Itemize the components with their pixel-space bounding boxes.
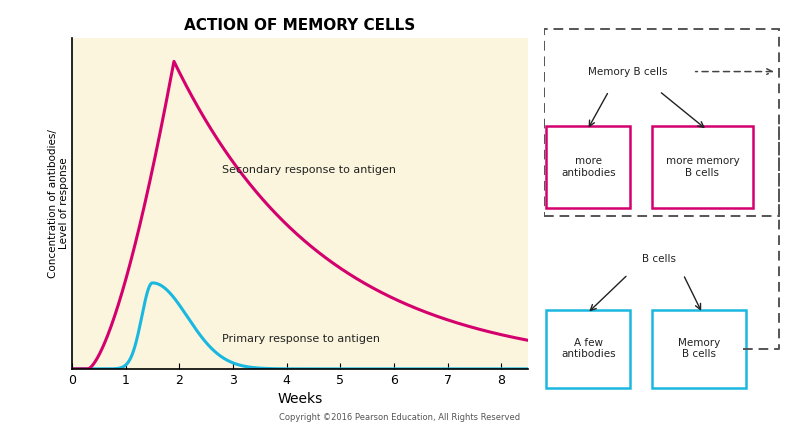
- Text: Copyright ©2016 Pearson Education, All Rights Reserved: Copyright ©2016 Pearson Education, All R…: [279, 413, 521, 422]
- Text: more
antibodies: more antibodies: [561, 156, 616, 178]
- X-axis label: Weeks: Weeks: [278, 392, 322, 406]
- Text: Memory
B cells: Memory B cells: [678, 338, 720, 359]
- Y-axis label: Concentration of antibodies/
Level of response: Concentration of antibodies/ Level of re…: [48, 129, 70, 278]
- FancyBboxPatch shape: [652, 126, 753, 208]
- Text: Memory B cells: Memory B cells: [588, 67, 668, 77]
- Text: Secondary response to antigen: Secondary response to antigen: [222, 165, 396, 176]
- Text: A few
antibodies: A few antibodies: [561, 338, 616, 359]
- Title: ACTION OF MEMORY CELLS: ACTION OF MEMORY CELLS: [184, 18, 416, 33]
- FancyBboxPatch shape: [546, 310, 630, 388]
- FancyBboxPatch shape: [546, 126, 630, 208]
- FancyBboxPatch shape: [652, 310, 746, 388]
- Text: more memory
B cells: more memory B cells: [666, 156, 739, 178]
- Text: B cells: B cells: [642, 254, 676, 264]
- Text: Primary response to antigen: Primary response to antigen: [222, 334, 380, 344]
